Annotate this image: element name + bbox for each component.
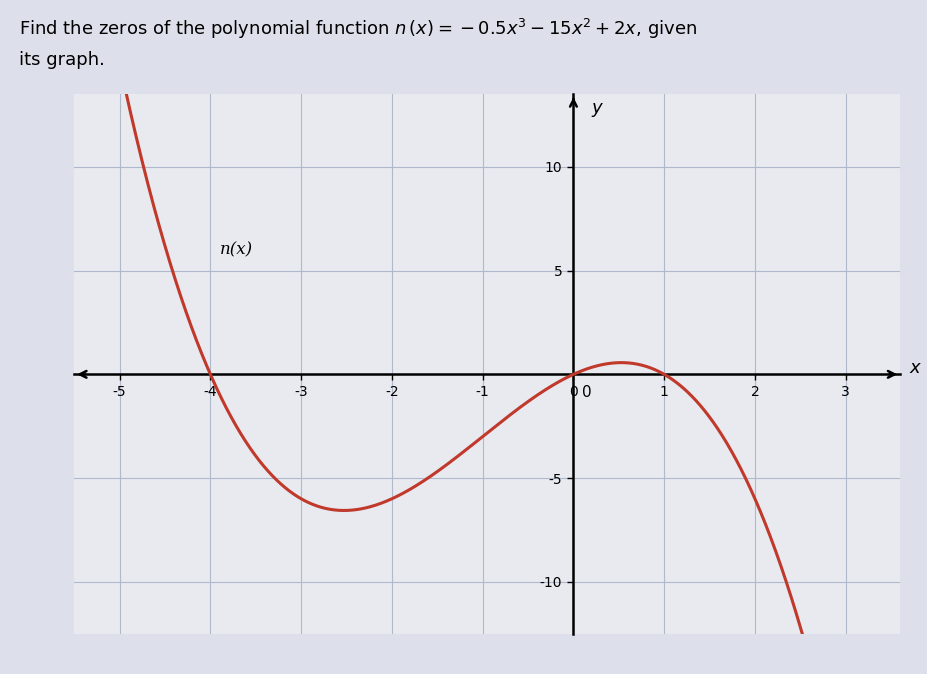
Text: x: x [908, 359, 919, 377]
Text: n(x): n(x) [219, 241, 252, 258]
Text: y: y [590, 98, 602, 117]
Text: Find the zeros of the polynomial function $n\,(x)=-0.5x^3-15x^2+2x$, given: Find the zeros of the polynomial functio… [19, 17, 696, 41]
Text: its graph.: its graph. [19, 51, 105, 69]
Text: 0: 0 [582, 385, 591, 400]
